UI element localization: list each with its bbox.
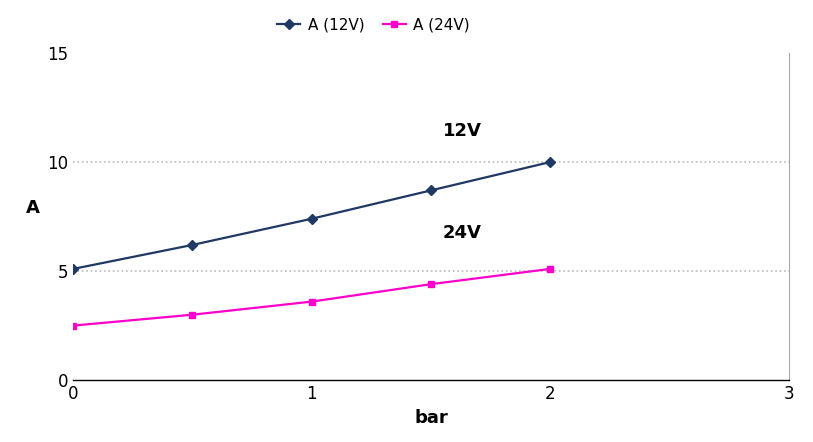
Y-axis label: A: A: [26, 198, 40, 217]
Text: 24V: 24V: [443, 225, 481, 242]
A (12V): [68, 266, 78, 271]
A (12V): [426, 188, 436, 193]
A (24V): [546, 266, 555, 271]
Legend: A (12V), A (24V): A (12V), A (24V): [272, 11, 476, 39]
A (24V): [426, 282, 436, 287]
A (24V): [68, 323, 78, 328]
A (12V): [546, 160, 555, 165]
A (12V): [307, 216, 316, 221]
Line: A (12V): A (12V): [70, 159, 554, 272]
A (24V): [307, 299, 316, 304]
A (24V): [188, 312, 198, 317]
Text: 12V: 12V: [443, 122, 481, 140]
X-axis label: bar: bar: [414, 408, 448, 427]
A (12V): [188, 242, 198, 248]
Line: A (24V): A (24V): [70, 266, 554, 329]
